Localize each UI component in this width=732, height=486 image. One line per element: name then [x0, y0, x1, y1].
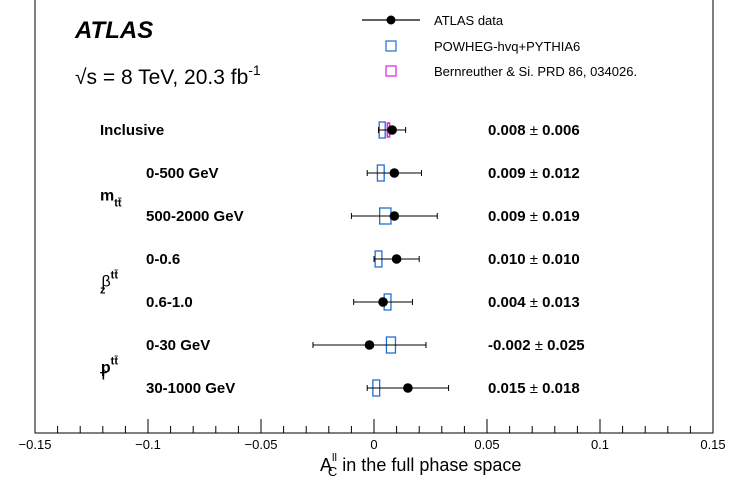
- group-label: mtt̄: [100, 188, 122, 210]
- group-label: βtt̄ z: [100, 270, 118, 297]
- value-uncertainty: 0.013: [542, 294, 580, 311]
- value-label: 0.015 ± 0.018: [488, 380, 580, 397]
- x-tick-label: −0.15: [19, 437, 52, 452]
- value-uncertainty: 0.010: [542, 251, 580, 268]
- value-central: 0.009: [488, 208, 530, 225]
- legend-label: Bernreuther & Si. PRD 86, 034026.: [434, 64, 637, 79]
- value-label: 0.010 ± 0.010: [488, 251, 580, 268]
- group-superscript: tt̄: [111, 356, 119, 368]
- value-uncertainty: 0.006: [542, 122, 580, 139]
- value-central: 0.015: [488, 380, 530, 397]
- legend-entry: Bernreuther & Si. PRD 86, 034026.: [385, 64, 637, 79]
- data-point: [391, 254, 402, 264]
- x-tick-label: −0.1: [135, 437, 161, 452]
- value-pm: ±: [530, 122, 542, 139]
- value-pm: ±: [530, 380, 542, 397]
- energy-lumi-exponent: -1: [248, 62, 261, 78]
- energy-lumi: , 20.3 fb: [172, 66, 248, 89]
- x-axis-label: All C in the full phase space: [320, 452, 521, 479]
- group-symbol: m: [100, 188, 114, 205]
- value-uncertainty: 0.018: [542, 380, 580, 397]
- value-pm: ±: [530, 208, 542, 225]
- group-symbol: β: [101, 274, 110, 291]
- value-label: -0.002 ± 0.025: [488, 337, 585, 354]
- legend-label: POWHEG-hvq+PYTHIA6: [434, 39, 580, 54]
- x-axis-label-rest: in the full phase space: [337, 455, 521, 475]
- value-label: 0.009 ± 0.012: [488, 165, 580, 182]
- value-label: 0.009 ± 0.019: [488, 208, 580, 225]
- group-label: ptt̄ T: [100, 356, 118, 383]
- energy-sqrt: √s = 8 TeV: [75, 66, 174, 89]
- value-label: 0.008 ± 0.006: [488, 122, 580, 139]
- x-tick-label: 0.15: [700, 437, 725, 452]
- x-axis-label-sub: C: [328, 464, 337, 479]
- value-pm: ±: [530, 251, 542, 268]
- value-central: 0.008: [488, 122, 530, 139]
- atlas-label: ATLAS: [74, 17, 153, 44]
- value-uncertainty: 0.012: [542, 165, 580, 182]
- x-axis-label-main: A: [320, 455, 332, 475]
- row-label: 0.6-1.0: [146, 294, 193, 311]
- value-pm: ±: [535, 337, 547, 354]
- value-uncertainty: 0.025: [547, 337, 585, 354]
- group-subscript: T: [100, 371, 107, 383]
- data-point: [364, 340, 375, 350]
- value-uncertainty: 0.019: [542, 208, 580, 225]
- x-tick-label: 0.1: [591, 437, 609, 452]
- group-subscript: tt̄: [114, 198, 122, 210]
- legend-box-marker: [385, 40, 397, 52]
- data-point: [403, 383, 413, 393]
- value-label: 0.004 ± 0.013: [488, 294, 580, 311]
- x-axis-label-sup: ll: [332, 452, 337, 464]
- row-label: Inclusive: [100, 122, 164, 139]
- legend-data-marker: [386, 15, 396, 25]
- row-labels: Inclusive 0-500 GeV 500-2000 GeV 0-0.6 0.6-1…: [100, 122, 244, 397]
- row-label: 0-30 GeV: [146, 337, 210, 354]
- group-superscript: tt̄: [111, 270, 119, 282]
- value-pm: ±: [530, 294, 542, 311]
- value-central: -0.002: [488, 337, 535, 354]
- data-point: [389, 168, 400, 178]
- row-label: 30-1000 GeV: [146, 380, 235, 397]
- data-point: [378, 297, 388, 307]
- value-central: 0.009: [488, 165, 530, 182]
- value-central: 0.004: [488, 294, 530, 311]
- data-point: [387, 125, 397, 135]
- value-pm: ±: [530, 165, 542, 182]
- row-label: 0-500 GeV: [146, 165, 219, 182]
- energy-label: √s = 8 TeV, 20.3 fb-1: [75, 62, 261, 89]
- row-label: 500-2000 GeV: [146, 208, 244, 225]
- value-central: 0.010: [488, 251, 530, 268]
- row-label: 0-0.6: [146, 251, 180, 268]
- x-tick-label: −0.05: [245, 437, 278, 452]
- group-subscript: z: [100, 285, 106, 297]
- x-tick-label: 0: [370, 437, 377, 452]
- legend-label: ATLAS data: [434, 13, 504, 28]
- group-symbol: p: [101, 360, 111, 377]
- legend-entry: ATLAS data: [362, 13, 504, 28]
- x-axis: −0.15 −0.1 −0.05 0 0.05 0.1 0.15: [19, 419, 726, 452]
- legend-box-marker: [385, 65, 397, 77]
- x-tick-label: 0.05: [474, 437, 499, 452]
- legend-entry: POWHEG-hvq+PYTHIA6: [385, 39, 580, 54]
- data-point: [389, 211, 400, 221]
- legend: ATLAS data POWHEG-hvq+PYTHIA6 Bernreuther …: [362, 13, 637, 79]
- data-layer: [312, 125, 450, 393]
